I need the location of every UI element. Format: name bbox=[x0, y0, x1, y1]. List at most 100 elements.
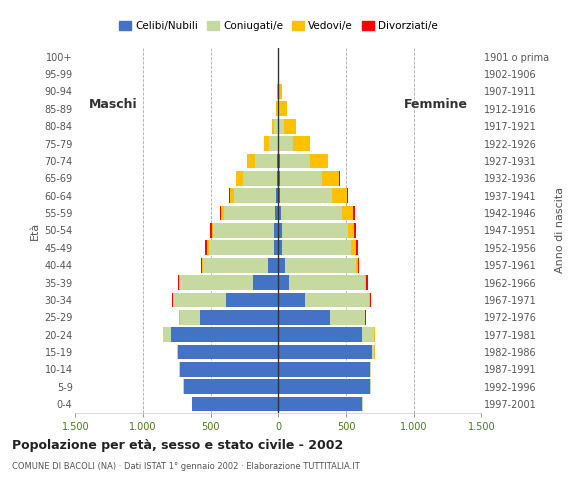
Bar bbox=[285, 258, 356, 273]
Bar bbox=[205, 240, 207, 255]
Bar bbox=[184, 379, 278, 394]
Bar bbox=[356, 240, 358, 255]
Bar bbox=[353, 223, 356, 238]
Bar bbox=[277, 101, 278, 116]
Bar bbox=[275, 205, 278, 220]
Bar bbox=[208, 240, 209, 255]
Bar bbox=[164, 327, 172, 342]
Bar bbox=[200, 310, 278, 324]
Bar bbox=[310, 154, 328, 168]
Text: Popolazione per età, sesso e stato civile - 2002: Popolazione per età, sesso e stato civil… bbox=[12, 439, 343, 452]
Bar bbox=[212, 223, 213, 238]
Bar bbox=[282, 223, 348, 238]
Bar bbox=[348, 223, 353, 238]
Bar bbox=[339, 171, 340, 186]
Bar bbox=[247, 154, 255, 168]
Bar bbox=[278, 223, 282, 238]
Text: COMUNE DI BACOLI (NA) · Dati ISTAT 1° gennaio 2002 · Elaborazione TUTTITALIA.IT: COMUNE DI BACOLI (NA) · Dati ISTAT 1° ge… bbox=[12, 462, 360, 471]
Bar bbox=[278, 397, 362, 411]
Bar bbox=[192, 397, 278, 411]
Bar bbox=[369, 292, 370, 307]
Bar bbox=[267, 258, 278, 273]
Bar bbox=[229, 188, 230, 203]
Bar bbox=[293, 136, 310, 151]
Bar bbox=[179, 362, 180, 377]
Bar bbox=[357, 258, 360, 273]
Bar bbox=[180, 362, 278, 377]
Bar bbox=[289, 275, 365, 290]
Bar bbox=[362, 327, 375, 342]
Bar bbox=[263, 136, 269, 151]
Bar bbox=[202, 258, 267, 273]
Bar bbox=[255, 154, 277, 168]
Bar bbox=[278, 240, 282, 255]
Bar bbox=[278, 136, 293, 151]
Bar bbox=[278, 379, 371, 394]
Bar bbox=[353, 205, 355, 220]
Bar bbox=[278, 171, 280, 186]
Bar bbox=[278, 292, 306, 307]
Bar bbox=[172, 327, 278, 342]
Bar bbox=[279, 84, 282, 99]
Bar bbox=[351, 240, 356, 255]
Bar bbox=[278, 310, 330, 324]
Bar bbox=[178, 345, 278, 360]
Bar bbox=[213, 223, 274, 238]
Bar bbox=[276, 101, 277, 116]
Bar bbox=[365, 310, 366, 324]
Bar bbox=[356, 258, 357, 273]
Bar bbox=[230, 188, 234, 203]
Bar bbox=[280, 101, 287, 116]
Bar bbox=[179, 275, 180, 290]
Bar bbox=[347, 188, 348, 203]
Bar bbox=[284, 119, 296, 133]
Bar bbox=[280, 154, 310, 168]
Bar bbox=[370, 292, 371, 307]
Bar bbox=[280, 188, 332, 203]
Bar bbox=[278, 345, 372, 360]
Bar bbox=[278, 101, 280, 116]
Bar bbox=[177, 345, 178, 360]
Bar bbox=[278, 67, 279, 82]
Bar bbox=[278, 188, 280, 203]
Y-axis label: Anno di nascita: Anno di nascita bbox=[555, 187, 565, 274]
Bar bbox=[276, 188, 278, 203]
Bar bbox=[322, 171, 339, 186]
Bar bbox=[209, 240, 274, 255]
Bar bbox=[365, 275, 367, 290]
Bar bbox=[280, 171, 322, 186]
Bar bbox=[269, 136, 278, 151]
Bar bbox=[234, 188, 276, 203]
Text: Maschi: Maschi bbox=[89, 98, 137, 111]
Bar bbox=[278, 154, 280, 168]
Bar bbox=[253, 275, 278, 290]
Bar bbox=[372, 345, 375, 360]
Bar bbox=[277, 154, 278, 168]
Bar bbox=[277, 84, 278, 99]
Bar bbox=[237, 171, 243, 186]
Bar bbox=[278, 119, 284, 133]
Bar bbox=[281, 205, 342, 220]
Bar bbox=[211, 223, 212, 238]
Legend: Celibi/Nubili, Coniugati/e, Vedovi/e, Divorziati/e: Celibi/Nubili, Coniugati/e, Vedovi/e, Di… bbox=[115, 17, 442, 36]
Bar bbox=[274, 223, 278, 238]
Bar bbox=[180, 310, 200, 324]
Bar bbox=[201, 258, 202, 273]
Bar bbox=[306, 292, 369, 307]
Bar bbox=[278, 84, 279, 99]
Bar bbox=[223, 205, 275, 220]
Bar bbox=[278, 205, 281, 220]
Bar bbox=[226, 292, 278, 307]
Bar bbox=[278, 327, 362, 342]
Bar bbox=[172, 292, 173, 307]
Bar bbox=[330, 310, 365, 324]
Bar bbox=[277, 171, 278, 186]
Bar bbox=[278, 258, 285, 273]
Bar bbox=[220, 205, 221, 220]
Bar bbox=[332, 188, 347, 203]
Bar bbox=[282, 240, 351, 255]
Bar bbox=[367, 275, 368, 290]
Bar bbox=[278, 362, 371, 377]
Bar bbox=[274, 119, 278, 133]
Bar bbox=[274, 240, 278, 255]
